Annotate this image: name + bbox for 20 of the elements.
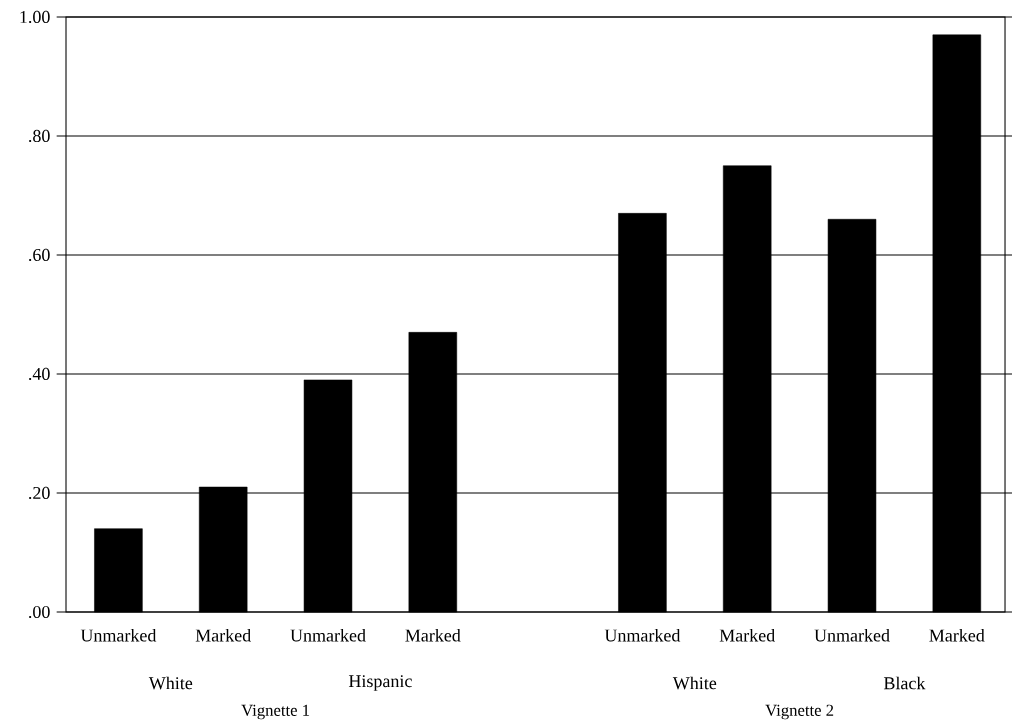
x-tick-label: Marked	[929, 628, 985, 642]
y-tick-label: .20	[29, 486, 50, 500]
x-tick-label: Unmarked	[814, 628, 890, 642]
text: Vignette 1	[241, 704, 310, 720]
y-tick-label: .00	[29, 605, 50, 619]
x-tick-label: Marked	[405, 628, 461, 642]
text: Vignette 2	[765, 704, 834, 720]
y-tick-label: .60	[29, 248, 50, 262]
text: White	[672, 676, 717, 690]
y-tick-label: .40	[29, 367, 50, 381]
text: Hispanic	[348, 675, 412, 691]
x-tick-label: Marked	[719, 628, 775, 642]
x-tick-label: Unmarked	[80, 628, 157, 642]
x-tick-label: Unmarked	[604, 628, 681, 642]
text: White	[148, 676, 193, 690]
y-tick-label: 1.00	[20, 10, 50, 24]
x-tick-label: Unmarked	[290, 628, 366, 642]
y-tick-label: .80	[29, 129, 50, 143]
x-tick-label: Marked	[195, 628, 251, 642]
text: Black	[883, 676, 926, 690]
